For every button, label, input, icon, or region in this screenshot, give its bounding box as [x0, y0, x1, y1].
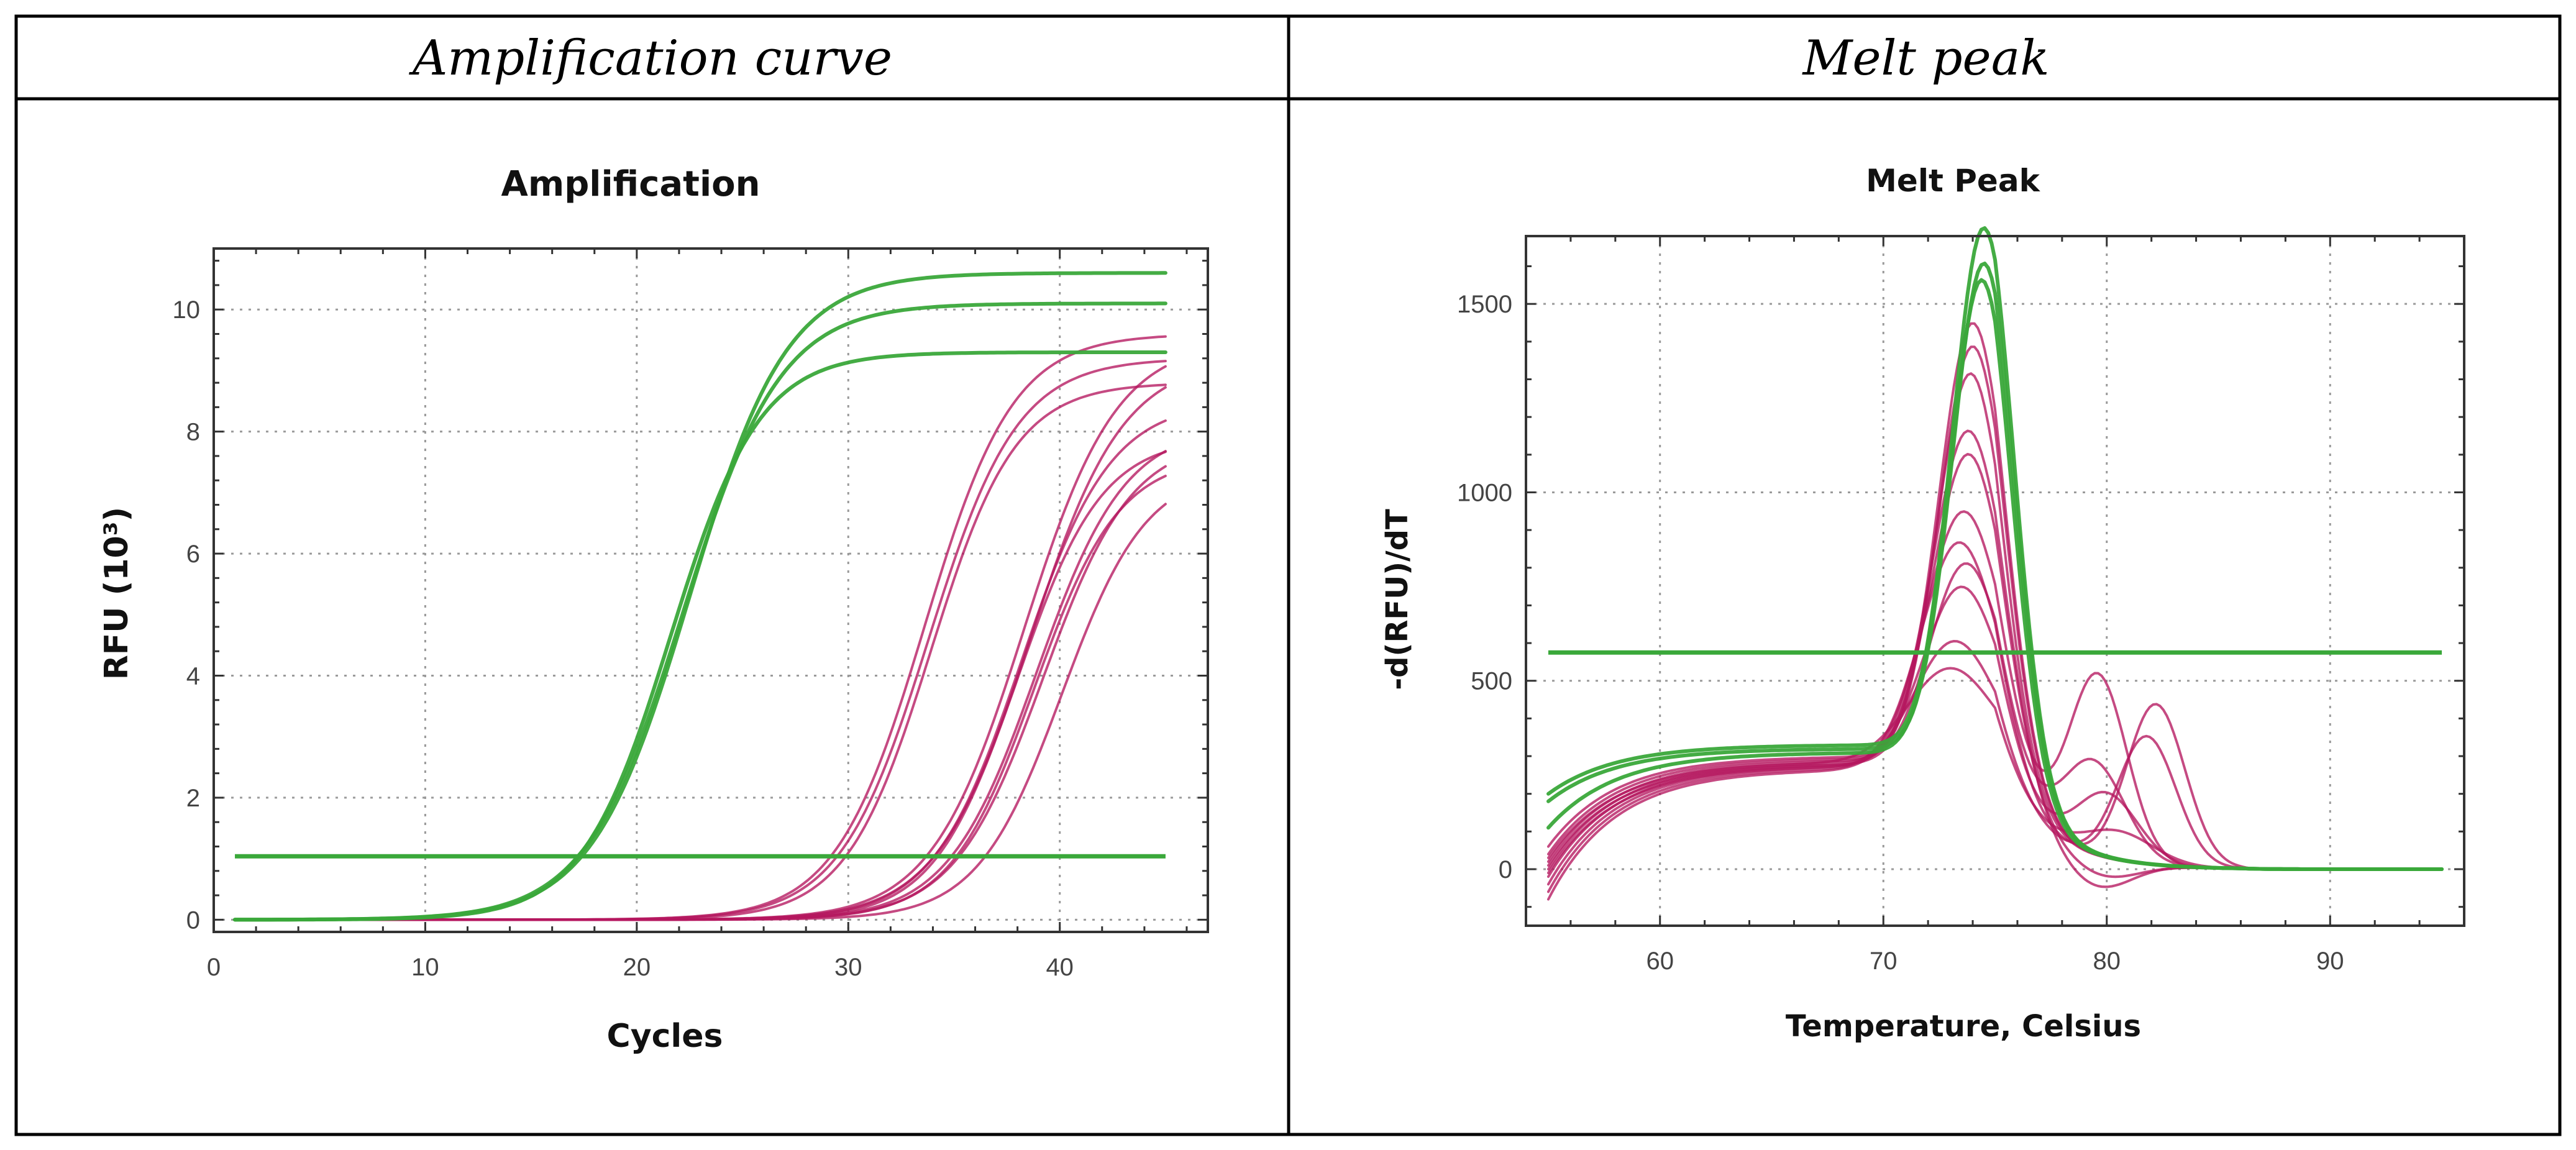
melt-peak-series-magenta-7	[1547, 541, 2443, 893]
header-melt-peak: Melt peak	[1802, 30, 2050, 86]
melt-peak-chart-title: Melt Peak	[1866, 163, 2040, 199]
amplification-series-magenta-10	[234, 465, 1167, 921]
amplification-x-axis-label: Cycles	[607, 1018, 723, 1055]
amplification-series-green-1	[233, 271, 1167, 922]
melt-peak-series-magenta-2	[1547, 345, 2443, 870]
melt-peak-y-axis-label: -d(RFU)/dT	[1380, 509, 1415, 690]
melt-peak-series-magenta-9	[1547, 562, 2443, 870]
melt-peak-series-magenta-6	[1547, 510, 2443, 886]
amplification-y-tick-label: 2	[186, 785, 200, 812]
amplification-x-tick-label: 20	[623, 954, 651, 981]
amplification-x-tick-label: 10	[411, 954, 439, 981]
amplification-series-magenta-2	[234, 360, 1167, 921]
amplification-chart: Amplification Cycles RFU (10³) 0 10 20 30 40…	[98, 164, 1209, 1055]
melt-peak-series-green-3	[1546, 278, 2444, 871]
header-amplification-curve: Amplification curve	[409, 30, 892, 86]
amplification-plot-frame	[212, 247, 1209, 933]
amplification-series-magenta-8	[234, 450, 1167, 921]
amplification-y-tick-label: 4	[186, 663, 200, 690]
amplification-series-green-2	[233, 301, 1167, 922]
amplification-x-tick-label: 40	[1046, 954, 1074, 981]
melt-peak-plot-frame	[1525, 235, 2465, 927]
melt-peak-x-axis-label: Temperature, Celsius	[1786, 1009, 2141, 1044]
amplification-series-magenta-1	[234, 335, 1167, 921]
amplification-y-tick-label: 8	[186, 419, 200, 446]
melt-peak-x-tick-label: 90	[2316, 947, 2344, 975]
amplification-series-green-3	[233, 350, 1167, 922]
amplification-x-tick-label: 0	[207, 954, 221, 981]
melt-peak-x-tick-label: 80	[2093, 947, 2121, 975]
amplification-x-tick-label: 30	[834, 954, 862, 981]
melt-peak-chart: Melt Peak Temperature, Celsius -d(RFU)/d…	[1380, 163, 2465, 1044]
amplification-y-tick-label: 0	[186, 906, 200, 934]
amplification-y-axis-label: RFU (10³)	[98, 507, 135, 680]
amplification-series-magenta-7	[234, 450, 1167, 921]
melt-peak-x-tick-label: 70	[1870, 947, 1898, 975]
melt-peak-y-tick-label: 1500	[1457, 291, 1512, 318]
melt-peak-y-tick-label: 0	[1499, 856, 1512, 883]
melt-peak-y-tick-label: 1000	[1457, 479, 1512, 506]
amplification-series-magenta-6	[234, 419, 1167, 921]
amplification-y-tick-label: 6	[186, 541, 200, 568]
melt-peak-y-tick-label: 500	[1471, 668, 1512, 695]
melt-peak-x-tick-label: 60	[1646, 947, 1674, 975]
amplification-chart-title: Amplification	[501, 164, 760, 204]
melt-peak-series-magenta-4	[1547, 429, 2443, 888]
amplification-y-tick-label: 10	[173, 296, 201, 324]
amplification-series-magenta-4	[234, 365, 1167, 921]
